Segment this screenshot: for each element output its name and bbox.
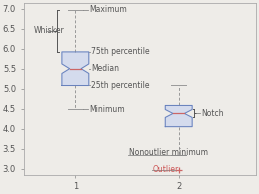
Text: Nonoutlier minimum: Nonoutlier minimum — [129, 148, 208, 157]
Text: Minimum: Minimum — [89, 105, 124, 114]
Text: Whisker: Whisker — [34, 26, 65, 35]
Polygon shape — [62, 52, 89, 86]
Text: Outlier: Outlier — [153, 165, 179, 174]
Text: 75th percentile: 75th percentile — [91, 47, 149, 56]
Text: Notch: Notch — [202, 109, 224, 118]
Polygon shape — [165, 106, 192, 127]
Text: Median: Median — [91, 64, 119, 73]
Text: 25th percentile: 25th percentile — [91, 81, 149, 90]
Text: Maximum: Maximum — [89, 5, 127, 14]
